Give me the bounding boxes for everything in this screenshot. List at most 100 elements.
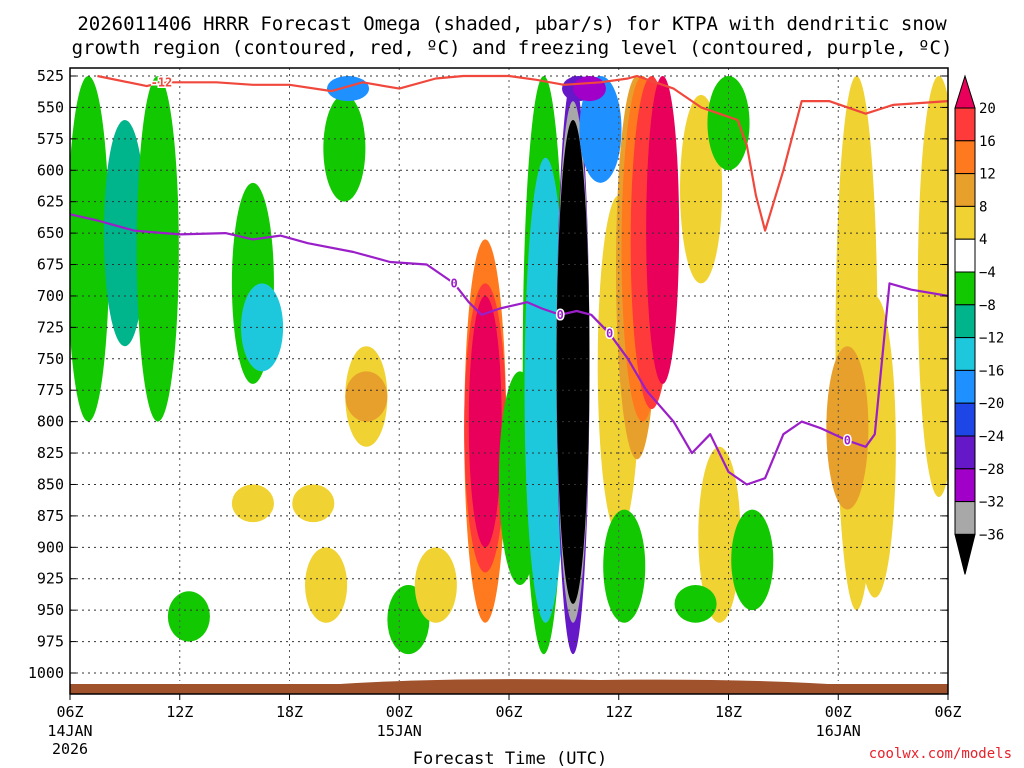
- colorbar-label: 20: [979, 101, 996, 117]
- x-axis-label: Forecast Time (UTC): [413, 749, 607, 768]
- omega-region: [556, 119, 590, 604]
- chart-title-line-1: 2026011406 HRRR Forecast Omega (shaded, …: [77, 13, 947, 35]
- colorbar-label: 16: [979, 134, 996, 150]
- colorbar-label: −4: [979, 265, 996, 281]
- colorbar-segment: [954, 271, 976, 306]
- time-tick-label: 00Z: [386, 703, 413, 721]
- colorbar-segment: [954, 369, 976, 404]
- pressure-tick-label: 925: [37, 570, 64, 588]
- pressure-tick-label: 975: [37, 633, 64, 651]
- time-tick-label: 18Z: [276, 703, 303, 721]
- pressure-tick-label: 625: [37, 193, 64, 211]
- colorbar-segment: [954, 173, 976, 207]
- dgz-contour-label: -12: [151, 75, 173, 89]
- terrain-surface-bump: [340, 679, 948, 694]
- omega-region: [136, 76, 179, 422]
- colorbar-label: −28: [979, 462, 1004, 478]
- colorbar-segment: [954, 402, 976, 437]
- time-tick-label: 06Z: [934, 703, 961, 721]
- pressure-tick-label: 900: [37, 538, 64, 556]
- colorbar-segment: [954, 304, 976, 339]
- pressure-tick-label: 600: [37, 161, 64, 179]
- pressure-tick-label: 675: [37, 256, 64, 274]
- omega-region: [414, 547, 457, 623]
- time-tick-label: 12Z: [605, 703, 632, 721]
- chart-title-line-2: growth region (contoured, red, ºC) and f…: [72, 37, 953, 59]
- omega-region: [345, 371, 388, 422]
- omega-region: [326, 76, 370, 102]
- colorbar-label: −36: [979, 527, 1004, 543]
- pressure-tick-label: 700: [37, 287, 64, 305]
- omega-region: [167, 591, 210, 642]
- freezing-level-contour: [70, 213, 948, 486]
- colorbar-top-arrow: [954, 74, 976, 109]
- colorbar-label: −20: [979, 396, 1004, 412]
- pressure-axis: 525 550 575 600 625 650 675 700 725 750 775 800 825 8…: [28, 67, 948, 682]
- colorbar-label: 4: [979, 232, 987, 248]
- pressure-tick-label: 950: [37, 601, 64, 619]
- colorbar-segment: [954, 501, 976, 535]
- freezing-level-contour-label: 0: [844, 433, 851, 447]
- colorbar-segment: [954, 107, 976, 142]
- pressure-tick-label: 550: [37, 98, 64, 116]
- colorbar-label: −12: [979, 331, 1004, 347]
- plot-background: [70, 68, 948, 688]
- pressure-tick-label: 525: [37, 67, 64, 85]
- time-tick-label: 06Z: [56, 703, 83, 721]
- omega-region: [603, 509, 646, 623]
- time-date-label: 16JAN: [816, 722, 861, 740]
- time-tick-label: 06Z: [495, 703, 522, 721]
- pressure-tick-label: 825: [37, 444, 64, 462]
- pressure-tick-label: 1000: [28, 664, 64, 682]
- time-tick-label: 00Z: [825, 703, 852, 721]
- colorbar: 20 16 12 8 4 −4 −8 −12 −16 −20 −24 −28 −32 −36: [954, 74, 1004, 575]
- omega-region: [231, 484, 274, 523]
- colorbar-segment: [954, 337, 976, 371]
- colorbar-label: −32: [979, 495, 1004, 511]
- freezing-level-contour-label: 0: [557, 308, 564, 322]
- omega-region: [917, 76, 948, 497]
- omega-region: [579, 76, 622, 183]
- omega-region: [323, 94, 366, 202]
- omega-region: [292, 484, 335, 523]
- omega-region: [674, 585, 717, 623]
- colorbar-label: −16: [979, 363, 1004, 379]
- contours: -12 0 0 0 0: [70, 74, 948, 486]
- colorbar-label: −24: [979, 429, 1004, 445]
- pressure-tick-label: 725: [37, 318, 64, 336]
- colorbar-segment: [954, 435, 976, 470]
- omega-region: [731, 509, 774, 611]
- omega-region: [826, 346, 869, 510]
- omega-shading: [70, 76, 948, 655]
- freezing-level-contour-label: 0: [606, 327, 613, 341]
- colorbar-bottom-arrow: [954, 533, 976, 575]
- pressure-tick-label: 575: [37, 130, 64, 148]
- dgz-contour: [97, 74, 948, 232]
- pressure-tick-label: 875: [37, 507, 64, 525]
- pressure-tick-label: 650: [37, 224, 64, 242]
- omega-region: [698, 446, 741, 623]
- time-date-label: 14JAN: [47, 722, 92, 740]
- omega-region: [70, 76, 110, 422]
- pressure-tick-label: 800: [37, 413, 64, 431]
- time-year-label: 2026: [52, 740, 88, 758]
- colorbar-label: −8: [979, 298, 996, 314]
- time-tick-label: 18Z: [715, 703, 742, 721]
- colorbar-segment: [954, 140, 976, 175]
- colorbar-segment: [954, 468, 976, 503]
- pressure-tick-label: 775: [37, 381, 64, 399]
- omega-region: [646, 76, 680, 384]
- colorbar-segment: [954, 238, 976, 273]
- pressure-tick-label: 850: [37, 475, 64, 493]
- omega-region: [305, 547, 348, 623]
- pressure-tick-label: 750: [37, 350, 64, 368]
- colorbar-label: 8: [979, 199, 987, 215]
- time-tick-label: 12Z: [166, 703, 193, 721]
- credit-text: coolwx.com/models: [869, 746, 1012, 762]
- omega-region: [573, 76, 606, 102]
- omega-region: [853, 295, 896, 598]
- time-date-label: 15JAN: [377, 722, 422, 740]
- colorbar-label: 12: [979, 167, 996, 183]
